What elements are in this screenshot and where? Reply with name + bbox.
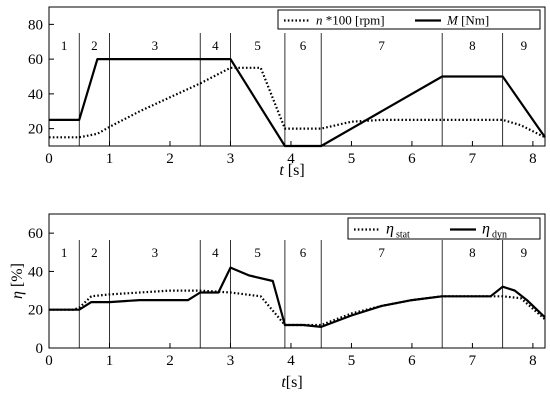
phase-label: 2: [91, 245, 98, 260]
phase-label: 4: [212, 245, 219, 260]
x-tick-label: 7: [469, 353, 477, 369]
x-tick-label: 4: [287, 151, 295, 167]
phase-label: 8: [469, 38, 476, 53]
x-axis-label: t [s]: [279, 162, 304, 179]
chart-1: 1 2 3 4 5 6 7 8 9 0 1 2 3 4 5 6 7 8 20 40 60 80 t [s] n *100 [r…: [28, 6, 546, 179]
x-tick-label: 0: [45, 151, 53, 167]
phase-label: 6: [300, 245, 307, 260]
x-axis-unit: [s]: [284, 162, 305, 179]
phase-label: 6: [300, 38, 307, 53]
phase-label: 3: [152, 245, 159, 260]
legend-label-1: n *100 [rpm]: [316, 13, 385, 28]
x-tick-label: 2: [166, 151, 174, 167]
phase-label: 9: [521, 38, 528, 53]
x-tick-label: 2: [166, 353, 174, 369]
x-tick-label: 3: [227, 151, 235, 167]
y-tick-label: 0: [36, 341, 44, 357]
legend-variable: M: [446, 13, 459, 28]
phase-label: 1: [61, 245, 68, 260]
x-axis-variable: t: [281, 374, 286, 391]
x-tick-label: 8: [529, 151, 537, 167]
phase-label: 9: [521, 245, 528, 260]
x-tick-label: 6: [408, 353, 416, 369]
legend-label-1: η stat: [386, 221, 410, 241]
legend-box: [347, 217, 541, 240]
legend-label-2: M [Nm]: [446, 13, 489, 28]
y-tick-label: 20: [28, 122, 43, 138]
phase-label: 3: [152, 38, 159, 53]
legend-subscript: stat: [396, 230, 410, 241]
y-tick-label: 40: [28, 87, 43, 103]
phase-label: 8: [469, 245, 476, 260]
legend-variable: η: [482, 221, 490, 238]
series-line-1: [49, 66, 546, 139]
legend-label-2: η dyn: [482, 221, 507, 241]
x-axis-variable: t: [279, 162, 284, 179]
phase-label: 4: [212, 38, 219, 53]
legend-variable: η: [386, 221, 394, 238]
y-axis-label: η [%]: [9, 263, 26, 299]
phase-label: 1: [61, 38, 68, 53]
y-tick-label: 60: [28, 226, 43, 242]
x-tick-label: 1: [106, 353, 114, 369]
legend-rest: [Nm]: [458, 13, 489, 28]
x-tick-label: 6: [408, 151, 416, 167]
x-tick-label: 7: [469, 151, 477, 167]
legend-variable: n: [316, 13, 323, 28]
y-tick-label: 40: [28, 264, 43, 280]
series-line-2: [49, 57, 546, 148]
x-axis-unit: [s]: [286, 374, 303, 391]
phase-label: 7: [378, 245, 385, 260]
x-tick-label: 4: [287, 353, 295, 369]
phase-label: 2: [91, 38, 98, 53]
legend-subscript: dyn: [492, 230, 507, 241]
x-tick-label: 3: [227, 353, 235, 369]
y-axis-unit: [%]: [9, 263, 26, 291]
x-tick-label: 0: [45, 353, 53, 369]
x-axis-label: t[s]: [281, 374, 302, 391]
phase-label: 7: [378, 38, 385, 53]
plot-frame: [48, 6, 546, 147]
x-tick-label: 5: [348, 353, 356, 369]
y-tick-label: 60: [28, 52, 43, 68]
series-line-2: [49, 266, 546, 328]
phase-label: 5: [254, 38, 261, 53]
y-axis-variable: η: [9, 291, 26, 299]
legend-box: [277, 9, 541, 30]
plot-frame: [48, 213, 546, 349]
legend-rest: *100 [rpm]: [323, 13, 385, 28]
phase-label: 5: [254, 245, 261, 260]
x-tick-label: 5: [348, 151, 356, 167]
y-tick-label: 80: [28, 17, 43, 33]
y-tick-label: 20: [28, 303, 43, 319]
x-tick-label: 8: [529, 353, 537, 369]
x-tick-label: 1: [106, 151, 114, 167]
